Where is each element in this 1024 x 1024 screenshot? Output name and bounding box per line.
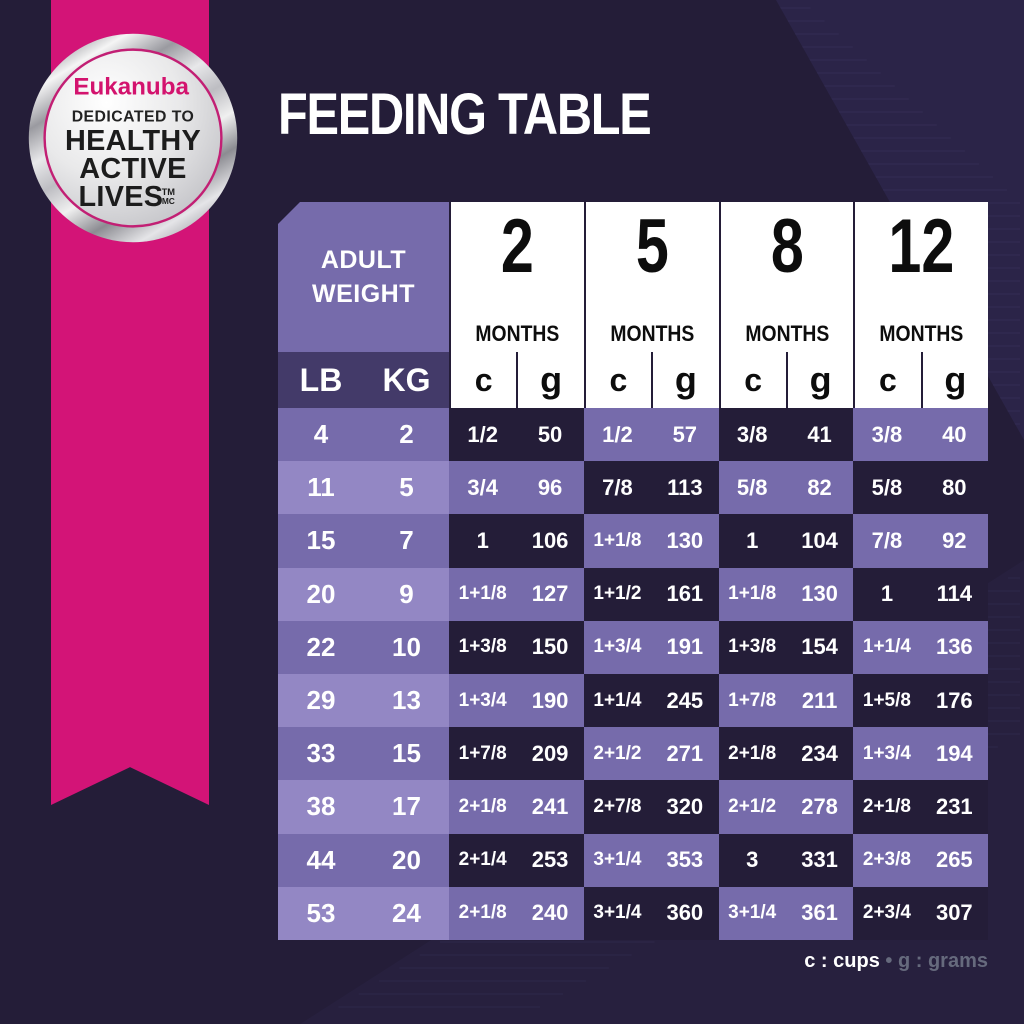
svg-text:DEDICATED TO: DEDICATED TO xyxy=(72,108,195,125)
svg-text:MC: MC xyxy=(162,196,175,206)
svg-text:LIVES: LIVES xyxy=(79,181,164,213)
svg-text:Eukanuba: Eukanuba xyxy=(73,73,189,100)
